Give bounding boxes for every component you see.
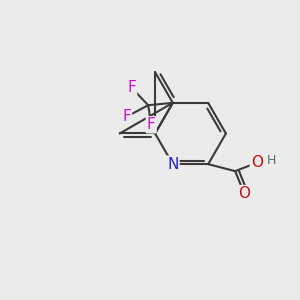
Text: H: H	[266, 154, 276, 167]
Text: O: O	[238, 186, 250, 201]
Text: O: O	[251, 155, 263, 170]
Text: N: N	[167, 157, 178, 172]
Text: F: F	[122, 109, 131, 124]
Text: F: F	[147, 117, 156, 132]
Text: F: F	[127, 80, 136, 95]
